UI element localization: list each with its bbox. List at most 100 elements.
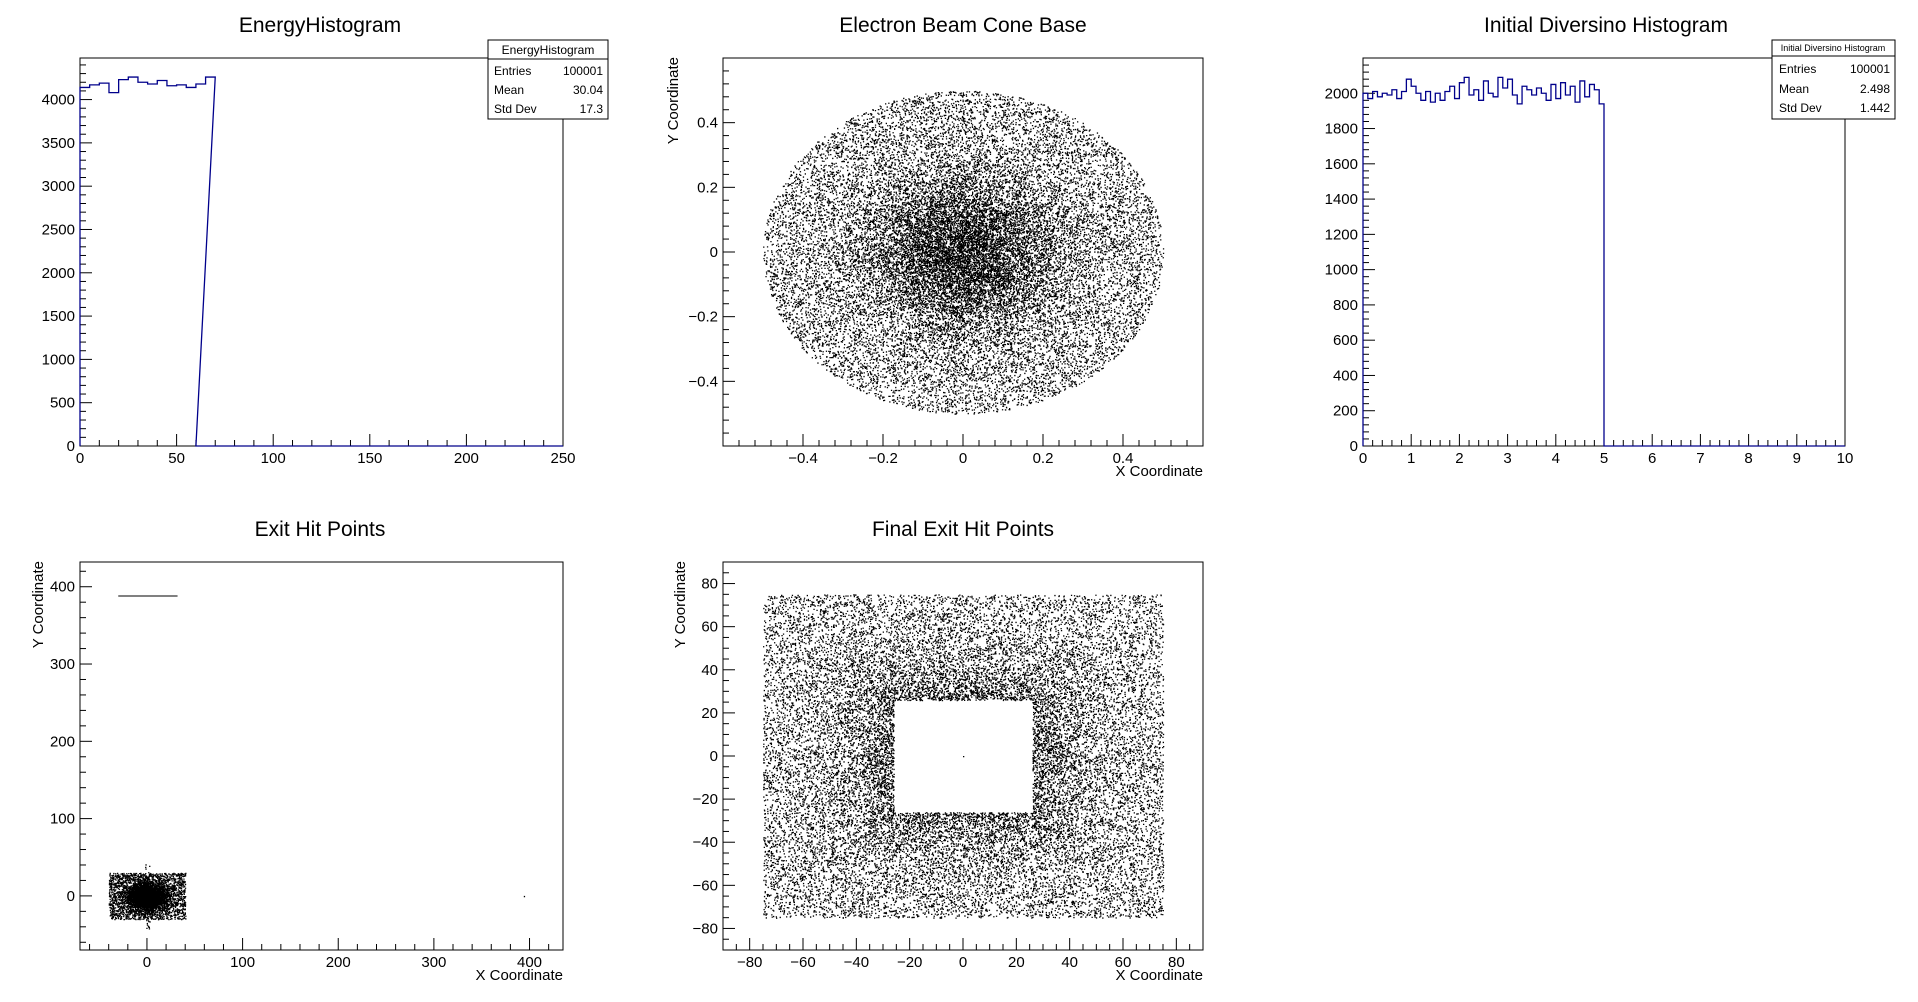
cone-base-x-tick-label: 0.4 xyxy=(1113,450,1134,467)
cone-base-scatter-points xyxy=(763,90,1165,415)
energy-y-tick-label: 1000 xyxy=(42,351,75,368)
final-exit-hit-points-title: Final Exit Hit Points xyxy=(872,518,1054,541)
cone-base-y-tick-label: −0.4 xyxy=(688,373,718,390)
exit-hit-points-plot-frame xyxy=(79,561,564,951)
final-exit-hit-points-x-tick-label: 0 xyxy=(959,954,967,971)
final-exit-hit-points-xlabel: X Coordinate xyxy=(1115,967,1203,984)
diversino-x-tick-label: 3 xyxy=(1503,450,1511,467)
exit-hit-points-x-tick-label: 0 xyxy=(143,954,151,971)
cone-base-x-tick-label: −0.4 xyxy=(788,450,818,467)
energy-histogram-pad: EnergyHistogram 0 50 100 150 200 2500 500 1000 1… xyxy=(42,14,609,467)
energy-x-tick-label: 50 xyxy=(168,450,185,467)
exit-hit-points-y-tick-label: 200 xyxy=(50,733,75,750)
energy-y-tick-label: 2500 xyxy=(42,221,75,238)
diversino-y-tick-label: 600 xyxy=(1333,332,1358,349)
cone-base-x-tick-label: 0.2 xyxy=(1033,450,1054,467)
energy-y-tick-label: 2000 xyxy=(42,265,75,282)
energy-x-tick-label: 0 xyxy=(76,450,84,467)
exit-hit-points-x-tick-label: 100 xyxy=(230,954,255,971)
energy-histogram-line xyxy=(79,76,563,447)
final-exit-hit-points-y-tick-label: −20 xyxy=(693,791,718,808)
exit-hit-points-title: Exit Hit Points xyxy=(255,518,386,541)
diversino-histogram-title: Initial Diversino Histogram xyxy=(1484,14,1728,37)
diversino-stats-stddev-label: Std Dev xyxy=(1779,101,1822,115)
diversino-x-tick-label: 10 xyxy=(1837,450,1854,467)
final-exit-hit-points-y-tick-label: 0 xyxy=(710,748,718,765)
exit-hit-points-y-tick-label: 0 xyxy=(67,888,75,905)
diversino-histogram-line xyxy=(1362,76,1845,447)
final-exit-hit-points-ylabel: Y Coordinate xyxy=(672,561,689,648)
diversino-x-tick-label: 7 xyxy=(1696,450,1704,467)
diversino-y-tick-label: 2000 xyxy=(1325,85,1358,102)
final-exit-hit-points-x-tick-label: −20 xyxy=(897,954,922,971)
cone-base-x-tick-label: 0 xyxy=(959,450,967,467)
energy-y-tick-label: 1500 xyxy=(42,308,75,325)
diversino-y-tick-label: 1800 xyxy=(1325,121,1358,138)
cone-base-plot-frame xyxy=(722,57,1204,447)
diversino-x-tick-label: 4 xyxy=(1552,450,1560,467)
energy-stats-frame xyxy=(487,39,609,120)
energy-y-tick-label: 500 xyxy=(50,395,75,412)
exit-hit-points-ylabel: Y Coordinate xyxy=(30,561,47,648)
cone-base-y-tick-label: 0.2 xyxy=(697,179,718,196)
energy-stats-mean-value: 30.04 xyxy=(573,83,603,97)
diversino-y-tick-label: 200 xyxy=(1333,403,1358,420)
energy-stats-stddev-label: Std Dev xyxy=(494,102,537,116)
final-exit-hit-points-x-tick-label: 40 xyxy=(1061,954,1078,971)
diversino-y-tick-label: 1000 xyxy=(1325,262,1358,279)
energy-stats-stddev-value: 17.3 xyxy=(580,102,604,116)
final-exit-hit-points-y-tick-label: 40 xyxy=(701,662,718,679)
final-exit-hit-points-y-tick-label: −80 xyxy=(693,920,718,937)
diversino-y-tick-label: 1400 xyxy=(1325,191,1358,208)
final-exit-hit-points-scatter-points xyxy=(763,594,1165,919)
energy-x-tick-label: 200 xyxy=(454,450,479,467)
cone-base-title: Electron Beam Cone Base xyxy=(839,14,1086,37)
energy-x-tick-label: 250 xyxy=(550,450,575,467)
diversino-stats-mean-value: 2.498 xyxy=(1860,82,1890,96)
cone-base-xlabel: X Coordinate xyxy=(1115,463,1203,480)
diversino-histogram-pad: Initial Diversino Histogram 0 1 2 3 4 5 6 7 8 9 10… xyxy=(1325,14,1896,467)
diversino-x-tick-label: 8 xyxy=(1744,450,1752,467)
energy-stats-mean-label: Mean xyxy=(494,83,524,97)
energy-stats-name: EnergyHistogram xyxy=(502,43,595,57)
exit-hit-points-x-tick-label: 200 xyxy=(326,954,351,971)
diversino-y-tick-label: 1600 xyxy=(1325,156,1358,173)
diversino-stats-entries-value: 100001 xyxy=(1850,62,1890,76)
final-exit-hit-points-x-tick-label: −40 xyxy=(844,954,869,971)
final-exit-hit-points-y-tick-label: −60 xyxy=(693,877,718,894)
energy-x-tick-label: 100 xyxy=(261,450,286,467)
cone-base-pad: Electron Beam Cone Base X Coordinate Y C… xyxy=(665,14,1204,480)
final-exit-hit-points-plot-frame xyxy=(722,561,1204,951)
diversino-x-tick-label: 6 xyxy=(1648,450,1656,467)
final-exit-hit-points-y-tick-label: 20 xyxy=(701,705,718,722)
energy-y-tick-label: 4000 xyxy=(42,92,75,109)
diversino-x-tick-label: 0 xyxy=(1359,450,1367,467)
diversino-stats-box: Initial Diversino Histogram Entries 1000… xyxy=(1771,39,1896,120)
energy-histogram-title: EnergyHistogram xyxy=(239,14,401,37)
exit-hit-points-x-tick-label: 300 xyxy=(421,954,446,971)
exit-hit-points-y-tick-label: 400 xyxy=(50,579,75,596)
final-exit-hit-points-x-tick-label: 20 xyxy=(1008,954,1025,971)
diversino-stats-mean-label: Mean xyxy=(1779,82,1809,96)
diversino-stats-name: Initial Diversino Histogram xyxy=(1781,43,1886,53)
energy-y-tick-label: 3500 xyxy=(42,135,75,152)
diversino-x-tick-label: 1 xyxy=(1407,450,1415,467)
exit-hit-points-xlabel: X Coordinate xyxy=(475,967,563,984)
exit-hit-points-pad: Exit Hit Points X Coordinate Y Coordinat… xyxy=(30,518,564,984)
diversino-y-tick-label: 800 xyxy=(1333,297,1358,314)
energy-y-tick-label: 3000 xyxy=(42,178,75,195)
final-exit-hit-points-x-tick-label: −80 xyxy=(737,954,762,971)
energy-stats-box: EnergyHistogram Entries 100001 Mean 30.0… xyxy=(487,39,609,120)
energy-x-tick-label: 150 xyxy=(357,450,382,467)
final-exit-hit-points-x-tick-label: 60 xyxy=(1115,954,1132,971)
final-exit-hit-points-y-tick-label: 60 xyxy=(701,619,718,636)
diversino-y-tick-label: 0 xyxy=(1350,438,1358,455)
diversino-x-tick-label: 2 xyxy=(1455,450,1463,467)
exit-hit-points-y-tick-label: 100 xyxy=(50,811,75,828)
energy-stats-entries-label: Entries xyxy=(494,64,531,78)
cone-base-ylabel: Y Coordinate xyxy=(665,57,682,144)
final-exit-hit-points-x-tick-label: 80 xyxy=(1168,954,1185,971)
final-exit-hit-points-y-tick-label: 80 xyxy=(701,576,718,593)
diversino-stats-entries-label: Entries xyxy=(1779,62,1816,76)
